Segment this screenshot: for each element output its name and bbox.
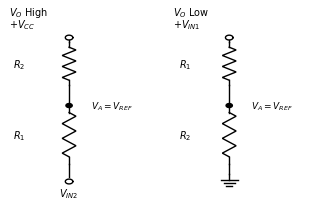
- Text: $+V_{CC}$: $+V_{CC}$: [9, 18, 36, 32]
- Text: $V_A = V_{REF}$: $V_A = V_{REF}$: [251, 100, 293, 112]
- Text: $+V_{IN1}$: $+V_{IN1}$: [173, 18, 200, 32]
- Polygon shape: [66, 104, 72, 108]
- Text: $R_2$: $R_2$: [13, 58, 25, 71]
- Text: $R_2$: $R_2$: [179, 128, 192, 142]
- Text: $V_A = V_{REF}$: $V_A = V_{REF}$: [91, 100, 133, 112]
- Text: $R_1$: $R_1$: [179, 58, 192, 71]
- Text: $R_1$: $R_1$: [13, 128, 25, 142]
- Polygon shape: [226, 104, 232, 108]
- Text: $V_O$ High: $V_O$ High: [9, 6, 48, 20]
- Text: $V_{IN2}$: $V_{IN2}$: [59, 186, 79, 200]
- Text: $V_O$ Low: $V_O$ Low: [173, 6, 209, 20]
